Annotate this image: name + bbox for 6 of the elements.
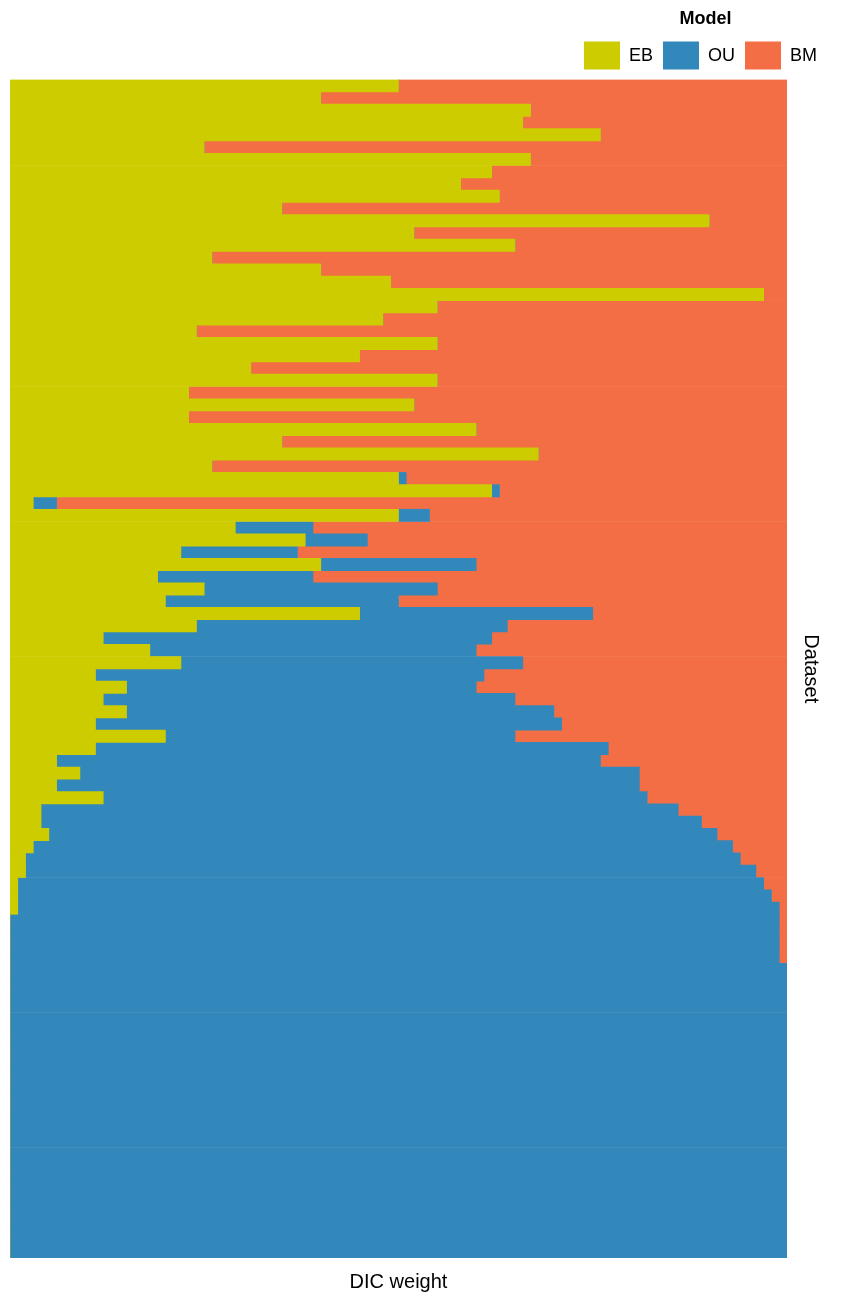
x-axis-title: DIC weight — [349, 1269, 448, 1292]
legend-title: Model — [679, 7, 732, 28]
y-axis-title: Dataset — [801, 634, 824, 704]
legend-label: BM — [790, 44, 817, 65]
legend-label: OU — [708, 44, 735, 65]
legend-label: EB — [628, 44, 653, 65]
